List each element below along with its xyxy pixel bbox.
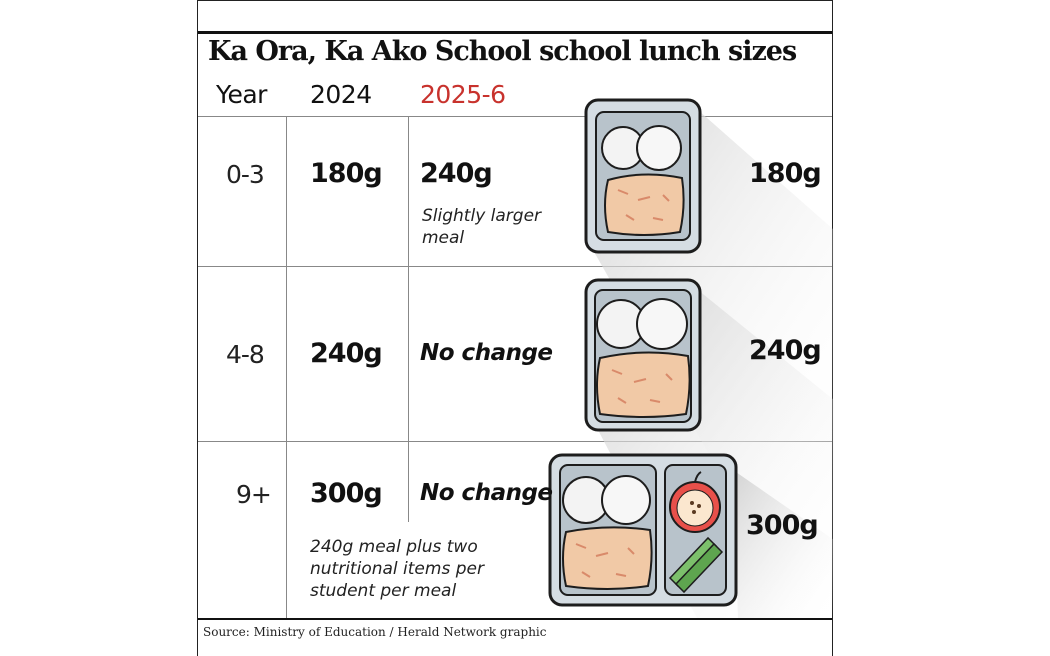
row-note: Slightly larger meal bbox=[422, 206, 542, 248]
small-lunch-tray-icon bbox=[584, 98, 702, 254]
size-2024: 300g bbox=[310, 478, 383, 509]
tray-shadow bbox=[733, 470, 834, 618]
header-2024: 2024 bbox=[310, 80, 372, 109]
size-2024: 180g bbox=[310, 158, 383, 189]
year-label: 4-8 bbox=[226, 340, 265, 369]
row-note: 240g meal plus two nutritional items per… bbox=[310, 537, 484, 601]
tray-weight-label: 180g bbox=[749, 158, 822, 189]
tray-weight-label: 300g bbox=[746, 510, 819, 541]
source-credit: Source: Ministry of Education / Herald N… bbox=[203, 625, 547, 639]
size-2025: No change bbox=[420, 340, 553, 366]
infographic-card: Ka Ora, Ka Ako School school lunch sizes… bbox=[197, 0, 834, 656]
large-lunch-tray-with-apple-and-celery-icon bbox=[548, 453, 738, 607]
header-2025-6: 2025-6 bbox=[420, 80, 506, 109]
footer-divider bbox=[198, 618, 832, 620]
size-2025: No change bbox=[420, 480, 553, 506]
tray-weight-label: 240g bbox=[749, 335, 822, 366]
medium-lunch-tray-icon bbox=[584, 278, 702, 432]
size-2024: 240g bbox=[310, 338, 383, 369]
row-divider bbox=[198, 116, 832, 117]
year-label: 0-3 bbox=[226, 160, 265, 189]
infographic-title: Ka Ora, Ka Ako School school lunch sizes bbox=[208, 36, 797, 67]
lunch-tray-illustrations bbox=[548, 98, 834, 620]
column-divider bbox=[408, 116, 409, 522]
row-divider bbox=[198, 441, 832, 442]
size-2025: 240g bbox=[420, 158, 493, 189]
top-bar bbox=[198, 0, 832, 34]
header-year: Year bbox=[216, 80, 267, 109]
year-label: 9+ bbox=[236, 480, 272, 509]
column-divider bbox=[286, 116, 287, 618]
row-divider bbox=[198, 266, 832, 267]
